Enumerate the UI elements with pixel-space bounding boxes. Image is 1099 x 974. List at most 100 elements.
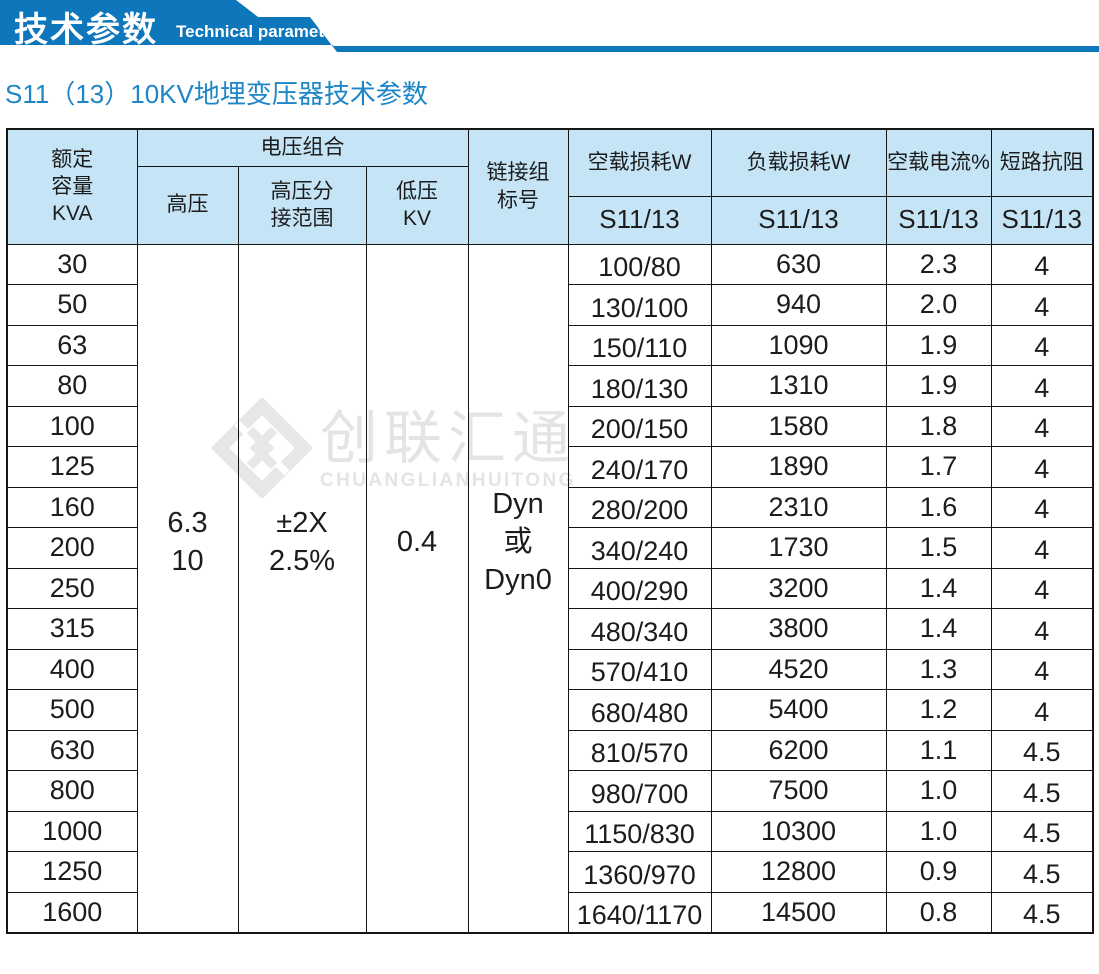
cell-capacity: 80 <box>6 365 138 407</box>
cell-capacity: 400 <box>6 648 138 690</box>
col-header-vector-group: 链接组 标号 <box>467 128 569 245</box>
cell-impedance: 4 <box>990 527 1094 569</box>
cell-no-load-loss: 130/100 <box>567 284 712 326</box>
series-label-no-load-loss: S11/13 <box>567 195 712 245</box>
cell-impedance: 4 <box>990 486 1094 528</box>
merged-low-voltage: 0.4 <box>365 243 469 933</box>
cell-no-load-current: 1.3 <box>885 648 992 690</box>
cell-no-load-current: 2.3 <box>885 243 992 285</box>
cell-no-load-loss: 480/340 <box>567 608 712 650</box>
cell-impedance: 4.5 <box>990 851 1094 893</box>
col-header-voltage-combination: 电压组合 <box>136 128 469 167</box>
col-header-hv-tap-range: 高压分 接范围 <box>237 165 367 245</box>
cell-load-loss: 1730 <box>710 527 887 569</box>
cell-no-load-loss: 100/80 <box>567 243 712 285</box>
cell-impedance: 4 <box>990 243 1094 285</box>
cell-capacity: 160 <box>6 486 138 528</box>
cell-no-load-current: 1.4 <box>885 567 992 609</box>
cell-no-load-current: 1.5 <box>885 527 992 569</box>
cell-capacity: 200 <box>6 527 138 569</box>
col-header-load-loss: 负载损耗W <box>710 128 887 197</box>
cell-load-loss: 3200 <box>710 567 887 609</box>
cell-no-load-current: 1.4 <box>885 608 992 650</box>
cell-capacity: 100 <box>6 405 138 447</box>
cell-no-load-loss: 1150/830 <box>567 810 712 852</box>
cell-no-load-loss: 570/410 <box>567 648 712 690</box>
cell-impedance: 4 <box>990 608 1094 650</box>
merged-vector-group: Dyn 或 Dyn0 <box>467 243 569 933</box>
cell-load-loss: 5400 <box>710 689 887 731</box>
cell-capacity: 63 <box>6 324 138 366</box>
cell-impedance: 4 <box>990 405 1094 447</box>
banner-title-cn: 技术参数 <box>14 11 158 49</box>
cell-no-load-current: 0.8 <box>885 891 992 933</box>
cell-no-load-loss: 340/240 <box>567 527 712 569</box>
cell-no-load-loss: 400/290 <box>567 567 712 609</box>
cell-no-load-current: 1.9 <box>885 324 992 366</box>
cell-load-loss: 630 <box>710 243 887 285</box>
cell-no-load-current: 1.6 <box>885 486 992 528</box>
cell-no-load-loss: 680/480 <box>567 689 712 731</box>
col-header-low-voltage: 低压 KV <box>365 165 469 245</box>
series-label-load-loss: S11/13 <box>710 195 887 245</box>
cell-capacity: 30 <box>6 243 138 285</box>
col-header-high-voltage: 高压 <box>136 165 239 245</box>
cell-capacity: 800 <box>6 770 138 812</box>
cell-impedance: 4 <box>990 648 1094 690</box>
col-header-impedance: 短路抗阻 <box>990 128 1094 197</box>
cell-load-loss: 1580 <box>710 405 887 447</box>
cell-load-loss: 10300 <box>710 810 887 852</box>
cell-impedance: 4.5 <box>990 770 1094 812</box>
cell-impedance: 4.5 <box>990 810 1094 852</box>
cell-capacity: 500 <box>6 689 138 731</box>
series-label-no-load-current: S11/13 <box>885 195 992 245</box>
header-banner <box>0 0 1099 52</box>
cell-no-load-current: 1.0 <box>885 770 992 812</box>
col-header-no-load-current: 空载电流% <box>885 128 992 197</box>
parameters-table: 额定 容量 KVA 电压组合 链接组 标号 空载损耗W 负载损耗W 空载电流% … <box>6 128 1095 934</box>
series-label-impedance: S11/13 <box>990 195 1094 245</box>
cell-load-loss: 14500 <box>710 891 887 933</box>
table-body: 30 6.3 10 ±2X 2.5% 0.4 Dyn 或 Dyn0 100/80 630 2.… <box>6 243 1094 933</box>
cell-capacity: 1000 <box>6 810 138 852</box>
table-row: 1600 1640/1170 14500 0.8 4.5 <box>6 891 1094 933</box>
cell-no-load-loss: 200/150 <box>567 405 712 447</box>
table-row: 315 480/340 3800 1.4 4 <box>6 608 1094 650</box>
cell-load-loss: 2310 <box>710 486 887 528</box>
cell-no-load-current: 1.1 <box>885 729 992 771</box>
cell-load-loss: 1890 <box>710 446 887 488</box>
cell-impedance: 4 <box>990 365 1094 407</box>
col-header-rated-capacity: 额定 容量 KVA <box>6 128 138 245</box>
cell-capacity: 1600 <box>6 891 138 933</box>
table-row: 800 980/700 7500 1.0 4.5 <box>6 770 1094 812</box>
cell-load-loss: 7500 <box>710 770 887 812</box>
cell-no-load-loss: 180/130 <box>567 365 712 407</box>
table-row: 50 130/100 940 2.0 4 <box>6 284 1094 326</box>
cell-no-load-current: 1.7 <box>885 446 992 488</box>
cell-no-load-current: 2.0 <box>885 284 992 326</box>
merged-hv-tap-range: ±2X 2.5% <box>237 243 367 933</box>
cell-load-loss: 940 <box>710 284 887 326</box>
cell-no-load-current: 1.2 <box>885 689 992 731</box>
cell-no-load-loss: 980/700 <box>567 770 712 812</box>
col-header-no-load-loss: 空载损耗W <box>567 128 712 197</box>
cell-load-loss: 1310 <box>710 365 887 407</box>
table-row: 30 6.3 10 ±2X 2.5% 0.4 Dyn 或 Dyn0 100/80 630 2.… <box>6 243 1094 933</box>
table-row: 63 150/110 1090 1.9 4 <box>6 324 1094 366</box>
cell-no-load-loss: 280/200 <box>567 486 712 528</box>
cell-no-load-current: 1.8 <box>885 405 992 447</box>
cell-capacity: 50 <box>6 284 138 326</box>
table-row: 500 680/480 5400 1.2 4 <box>6 689 1094 731</box>
cell-impedance: 4.5 <box>990 729 1094 771</box>
cell-load-loss: 12800 <box>710 851 887 893</box>
banner-title-en: Technical parameter <box>176 22 341 41</box>
cell-capacity: 250 <box>6 567 138 609</box>
table-row: 200 340/240 1730 1.5 4 <box>6 527 1094 569</box>
cell-no-load-loss: 810/570 <box>567 729 712 771</box>
cell-capacity: 1250 <box>6 851 138 893</box>
table-row: 1250 1360/970 12800 0.9 4.5 <box>6 851 1094 893</box>
cell-load-loss: 4520 <box>710 648 887 690</box>
cell-capacity: 315 <box>6 608 138 650</box>
cell-capacity: 630 <box>6 729 138 771</box>
table-row: 125 240/170 1890 1.7 4 <box>6 446 1094 488</box>
